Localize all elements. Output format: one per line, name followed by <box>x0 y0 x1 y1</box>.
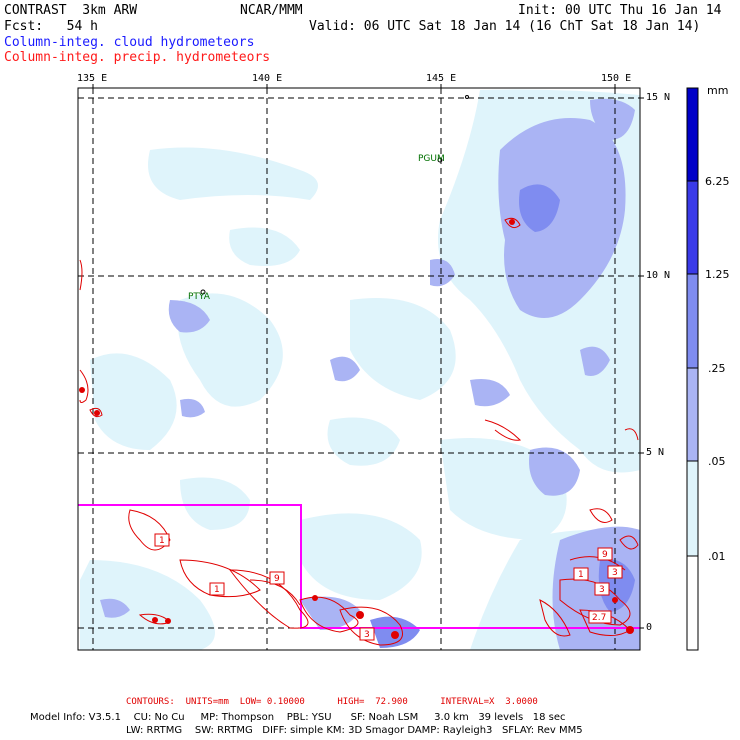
model-title: CONTRAST 3km ARW <box>4 3 138 18</box>
lat-label-10n: 10 N <box>646 270 671 281</box>
lon-label-135: 135 E <box>77 73 108 84</box>
lat-label-0: 0 <box>646 622 653 633</box>
nested-domain-box <box>78 504 640 629</box>
legend-unit: mm <box>707 84 729 97</box>
contour-info: CONTOURS: UNITS=mm LOW= 0.10000 HIGH= 72… <box>126 697 538 707</box>
contour-labels: 1 1 9 3 3 9 1 3 2.7 <box>154 533 623 641</box>
contour-label: 2.7 <box>592 613 606 623</box>
contour-label: 3 <box>599 585 605 595</box>
legend-level-0-25: .25 <box>708 362 726 375</box>
legend-level-0-05: .05 <box>708 455 726 468</box>
contour-label: 9 <box>602 550 608 560</box>
contour-label: 1 <box>159 536 165 546</box>
contour-label: 1 <box>214 585 220 595</box>
legend-level-6-25: 6.25 <box>705 175 730 188</box>
lat-label-5n: 5 N <box>646 447 665 458</box>
legend-level-0-01: .01 <box>708 550 726 563</box>
contour-label: 9 <box>274 574 280 584</box>
model-info-line2: LW: RRTMG SW: RRTMG DIFF: simple KM: 3D … <box>126 725 583 736</box>
axis-ticks <box>92 84 644 629</box>
lon-label-150: 150 E <box>601 73 632 84</box>
contour-label: 1 <box>578 570 584 580</box>
model-info-line1: Model Info: V3.5.1 CU: No Cu MP: Thompso… <box>30 712 566 723</box>
forecast-hour: Fcst: 54 h <box>4 19 98 34</box>
field-cloud-label: Column-integ. cloud hydrometeors <box>4 35 255 50</box>
valid-time: Valid: 06 UTC Sat 18 Jan 14 (16 ChT Sat … <box>309 19 701 34</box>
legend-level-1-25: 1.25 <box>705 268 730 281</box>
field-precip-label: Column-integ. precip. hydrometeors <box>4 50 271 65</box>
precip-cores <box>79 219 634 639</box>
contour-label: 3 <box>364 630 370 640</box>
lon-label-140: 140 E <box>252 73 283 84</box>
lon-label-145: 145 E <box>426 73 457 84</box>
station-label-pgum: PGUM <box>418 154 445 164</box>
map-frame <box>77 87 641 651</box>
lat-label-15n: 15 N <box>646 92 671 103</box>
organization-label: NCAR/MMM <box>240 3 303 18</box>
legend-colorbar <box>686 87 699 651</box>
contour-label: 3 <box>612 568 618 578</box>
init-time: Init: 00 UTC Thu 16 Jan 14 <box>518 3 722 18</box>
station-markers <box>200 95 469 295</box>
station-label-ptya: PTYA <box>188 292 211 302</box>
